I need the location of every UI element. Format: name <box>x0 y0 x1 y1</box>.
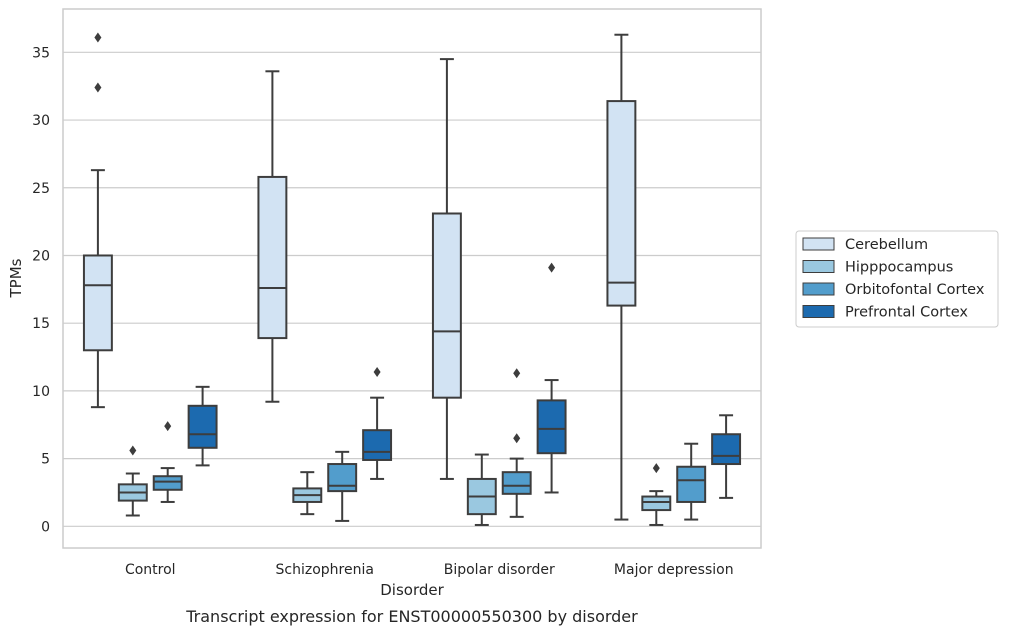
y-tick-label: 30 <box>32 113 50 129</box>
box-body <box>187 404 218 449</box>
box <box>431 58 462 480</box>
box-body <box>501 471 532 495</box>
legend-item: Orbitofontal Cortex <box>802 282 985 298</box>
x-tick-label: Control <box>125 562 176 578</box>
legend-label: Orbitofontal Cortex <box>845 282 985 298</box>
box-series <box>82 32 742 526</box>
series-prefrontal-cortex <box>187 262 742 499</box>
box-body <box>82 254 113 352</box>
box-body <box>257 175 288 340</box>
legend-label: Hipppocampus <box>845 260 953 276</box>
box <box>362 366 393 480</box>
box <box>257 70 288 403</box>
box <box>152 421 183 503</box>
legend-swatch <box>802 237 835 251</box>
x-axis-label: Disorder <box>380 581 444 599</box>
series-hipppocampus <box>117 445 672 526</box>
legend: Cerebellum Hipppocampus Orbitofontal Corte… <box>795 230 999 328</box>
legend-frame <box>795 230 999 328</box>
outlier-point <box>94 82 102 93</box>
box-body <box>641 495 672 512</box>
box <box>187 385 218 467</box>
outlier-point <box>129 445 137 456</box>
legend-swatch <box>802 282 835 296</box>
box-body <box>327 463 358 493</box>
legend-swatch <box>802 305 835 318</box>
box <box>606 33 637 521</box>
box <box>711 414 742 499</box>
box <box>327 450 358 522</box>
outlier-point <box>513 368 521 379</box>
legend-label: Cerebellum <box>845 237 928 253</box>
outlier-point <box>652 463 660 474</box>
plot-area <box>62 8 762 549</box>
figure-caption: Transcript expression for ENST0000055030… <box>185 607 638 626</box>
box-body <box>536 399 567 455</box>
box <box>501 368 532 518</box>
box <box>641 463 672 526</box>
box <box>676 442 707 521</box>
outlier-point <box>548 262 556 273</box>
series-orbitofontal-cortex <box>152 368 707 522</box>
outlier-point <box>513 433 521 444</box>
legend-item: Cerebellum <box>802 237 928 253</box>
box-body <box>711 433 742 466</box>
x-tick-label: Bipolar disorder <box>444 562 555 578</box>
legend-item: Hipppocampus <box>802 260 953 276</box>
y-tick-label: 5 <box>41 452 50 468</box>
box-body <box>676 465 707 503</box>
x-tick-label: Schizophrenia <box>276 562 374 578</box>
outlier-point <box>164 421 172 432</box>
y-tick-label: 35 <box>32 45 50 61</box>
box-body <box>152 475 183 491</box>
series-cerebellum <box>82 32 637 521</box>
x-tick-label: Major depression <box>614 562 734 578</box>
y-axis-label: TPMs <box>7 258 25 298</box>
box <box>82 32 113 409</box>
y-tick-label: 10 <box>32 384 50 400</box>
plot-frame <box>62 8 762 549</box>
legend-label: Prefrontal Cortex <box>845 305 968 321</box>
y-axis-ticks: 0 5 10 15 20 25 30 35 <box>32 45 50 535</box>
box <box>536 262 567 494</box>
x-axis-ticks: Control Schizophrenia Bipolar disorder Majo… <box>125 562 734 578</box>
box-body <box>606 100 637 307</box>
y-tick-label: 25 <box>32 181 50 197</box>
box-body <box>431 212 462 399</box>
y-tick-label: 0 <box>41 519 50 535</box>
y-tick-label: 20 <box>32 248 50 264</box>
box <box>117 445 148 517</box>
box <box>292 471 323 516</box>
outlier-point <box>373 366 381 377</box>
legend-item: Prefrontal Cortex <box>802 305 968 321</box>
legend-swatch <box>802 260 835 273</box>
gridlines <box>63 51 761 527</box>
legend-items: Cerebellum Hipppocampus Orbitofontal Corte… <box>802 237 985 321</box>
box-body <box>362 429 393 461</box>
box <box>466 453 497 526</box>
y-tick-label: 15 <box>32 316 50 332</box>
outlier-point <box>94 32 102 43</box>
